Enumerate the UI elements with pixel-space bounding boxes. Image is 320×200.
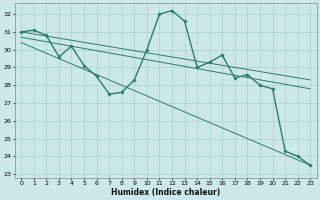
X-axis label: Humidex (Indice chaleur): Humidex (Indice chaleur) [111,188,220,197]
